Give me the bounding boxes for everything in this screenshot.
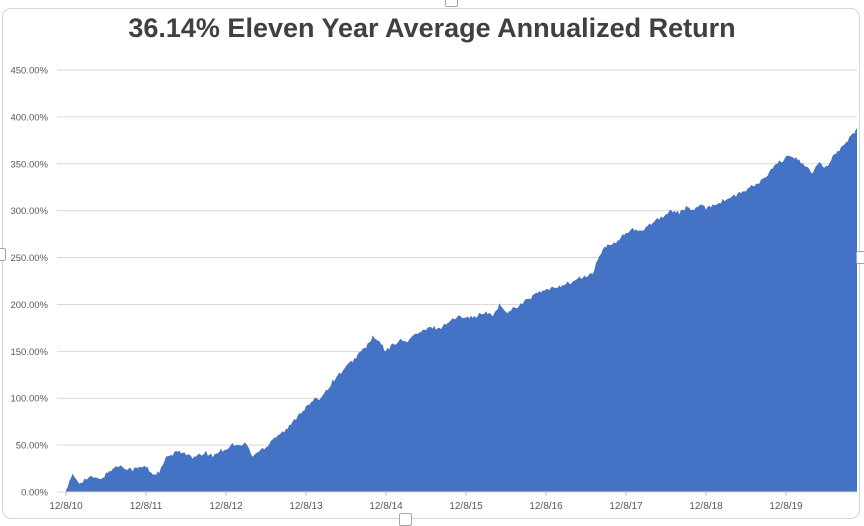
x-tick-label: 12/8/15 — [449, 501, 483, 512]
y-tick-label: 0.00% — [21, 488, 48, 499]
chart-title[interactable]: 36.14% Eleven Year Average Annualized Re… — [128, 13, 736, 43]
selection-handle-top[interactable] — [445, 0, 458, 7]
y-tick-label: 150.00% — [10, 347, 48, 358]
y-tick-label: 200.00% — [10, 300, 48, 311]
y-tick-label: 250.00% — [10, 253, 48, 264]
y-axis: 0.00% 50.00% 100.00% 150.00% 200.00% 250.00% 3… — [10, 66, 48, 499]
selection-handle-right[interactable] — [856, 251, 864, 264]
y-tick-label: 300.00% — [10, 206, 48, 217]
y-tick-label: 450.00% — [10, 66, 48, 77]
return-area-series[interactable] — [66, 126, 857, 493]
x-tick-label: 12/8/13 — [289, 501, 323, 512]
selection-handle-bottom[interactable] — [399, 513, 412, 526]
y-tick-label: 350.00% — [10, 159, 48, 170]
x-tick-label: 12/8/19 — [769, 501, 803, 512]
x-tick-label: 12/8/12 — [209, 501, 243, 512]
x-tick-label: 12/8/18 — [689, 501, 723, 512]
x-axis: 12/8/10 12/8/11 12/8/12 12/8/13 12/8/14 12/8/… — [49, 491, 857, 512]
y-tick-label: 100.00% — [10, 394, 48, 405]
y-tick-label: 50.00% — [16, 441, 49, 452]
x-tick-label: 12/8/16 — [529, 501, 563, 512]
y-tick-label: 400.00% — [10, 112, 48, 123]
selection-handle-left[interactable] — [0, 248, 6, 261]
x-tick-label: 12/8/10 — [49, 501, 83, 512]
x-tick-label: 12/8/17 — [609, 501, 643, 512]
x-tick-label: 12/8/11 — [130, 501, 163, 512]
x-tick-label: 12/8/14 — [369, 501, 403, 512]
